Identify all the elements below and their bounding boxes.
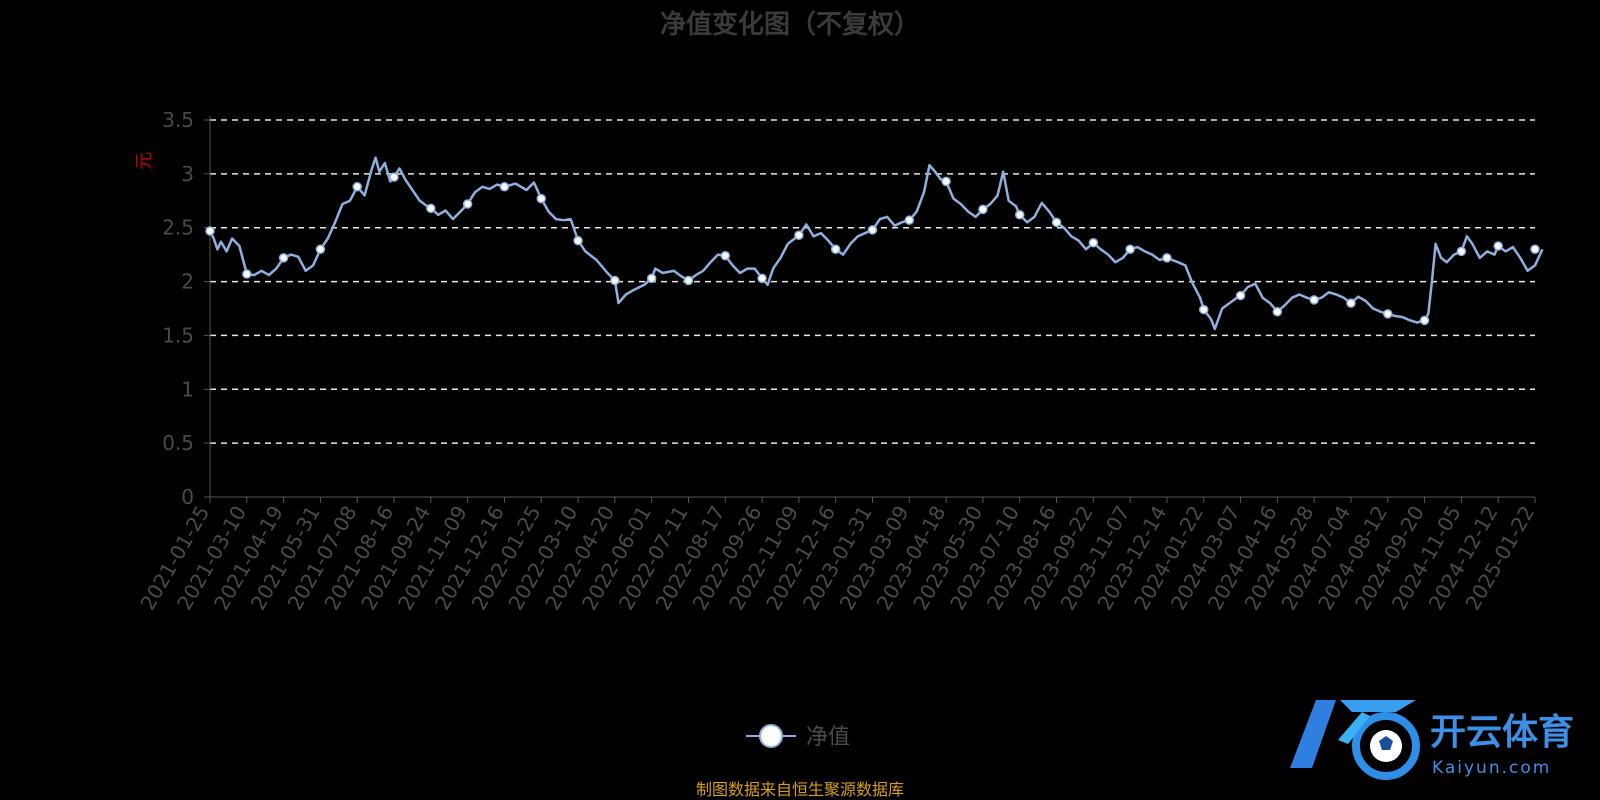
data-point <box>683 275 694 286</box>
data-point <box>1493 241 1503 251</box>
data-point <box>1346 298 1356 308</box>
data-point <box>1235 290 1246 301</box>
y-tick-label: 1 <box>181 377 194 401</box>
data-point <box>278 253 289 263</box>
y-axis: 0 0.5 1 1.5 2 2.5 3 3.5 <box>162 108 211 509</box>
y-tick-label: 0 <box>181 485 194 509</box>
data-point <box>1088 238 1099 248</box>
legend-marker <box>759 724 783 748</box>
data-point <box>1199 304 1209 315</box>
data-point <box>1419 315 1430 326</box>
y-tick-label: 0.5 <box>162 431 194 455</box>
data-point <box>462 199 473 209</box>
data-point <box>794 230 804 241</box>
series-net-value <box>205 156 1544 331</box>
series-line <box>208 156 1544 331</box>
data-point <box>1162 253 1172 263</box>
data-point <box>426 203 436 214</box>
data-point <box>1456 246 1467 257</box>
data-point <box>1383 309 1393 319</box>
y-tick-label: 1.5 <box>162 323 194 347</box>
chart-title: 净值变化图（不复权） <box>660 9 920 40</box>
data-point <box>757 273 767 284</box>
data-point <box>242 269 252 279</box>
y-tick-label: 2 <box>181 270 194 294</box>
data-point <box>646 273 657 284</box>
data-point <box>720 250 731 261</box>
data-point <box>867 225 878 235</box>
data-point <box>1125 244 1135 255</box>
watermark-cn: 开云体育 <box>1430 712 1574 753</box>
watermark-en: Kaiyun.com <box>1432 758 1551 778</box>
data-point <box>941 176 951 187</box>
data-point <box>315 244 326 255</box>
y-tick-label: 3.5 <box>162 108 194 132</box>
legend-label: 净值 <box>806 725 850 750</box>
data-point <box>1014 210 1025 220</box>
data-point <box>1272 306 1283 317</box>
data-point <box>1051 217 1062 228</box>
data-point <box>573 235 583 246</box>
data-point <box>1309 295 1319 305</box>
logo-k-icon <box>1290 700 1420 780</box>
y-tick-label: 3 <box>181 162 194 186</box>
data-point <box>205 226 215 236</box>
data-point <box>904 215 915 225</box>
data-point <box>499 182 510 192</box>
gridlines <box>210 119 1535 444</box>
watermark-logo: 开云体育 Kaiyun.com <box>1290 700 1574 780</box>
legend[interactable]: 净值 <box>746 724 850 750</box>
x-axis: 2021-01-252021-03-102021-04-192021-05-31… <box>135 496 1539 614</box>
y-tick-label: 2.5 <box>162 216 194 240</box>
data-point <box>389 172 399 182</box>
data-point <box>1530 244 1540 255</box>
data-point <box>536 193 546 204</box>
data-source-note: 制图数据来自恒生聚源数据库 <box>696 780 904 799</box>
data-point <box>830 244 841 255</box>
y-axis-unit-label: 元 <box>134 152 155 170</box>
data-point <box>352 182 362 192</box>
data-point <box>610 275 620 286</box>
data-point <box>978 204 988 215</box>
